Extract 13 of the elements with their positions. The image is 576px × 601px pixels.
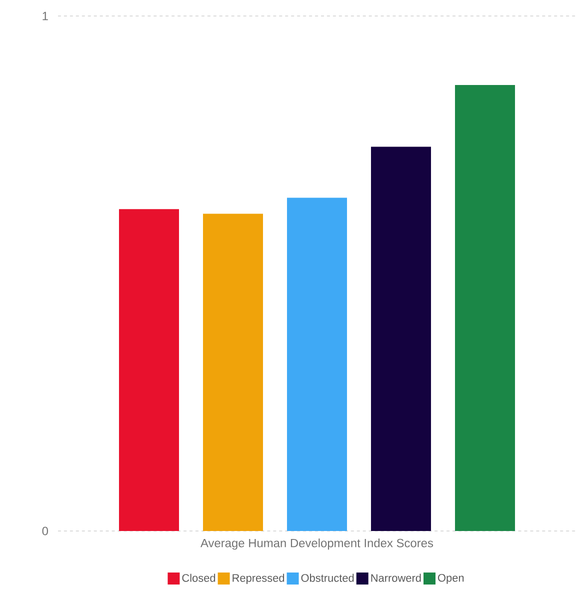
legend-label: Closed <box>182 574 215 582</box>
bar <box>286 198 347 531</box>
legend-label: Open <box>438 574 464 584</box>
legend-label: Repressed <box>232 574 284 584</box>
legend-label: Obstructed <box>301 574 354 582</box>
bar <box>118 209 179 531</box>
y-tick-label: 0 <box>42 526 48 536</box>
legend-label: Narrowerd <box>371 574 421 582</box>
y-tick-label: 1 <box>42 12 48 20</box>
bar <box>370 146 431 531</box>
x-tick-label: Average Human Development Index Scores <box>200 538 433 550</box>
bar <box>454 85 515 531</box>
bar <box>202 214 263 531</box>
